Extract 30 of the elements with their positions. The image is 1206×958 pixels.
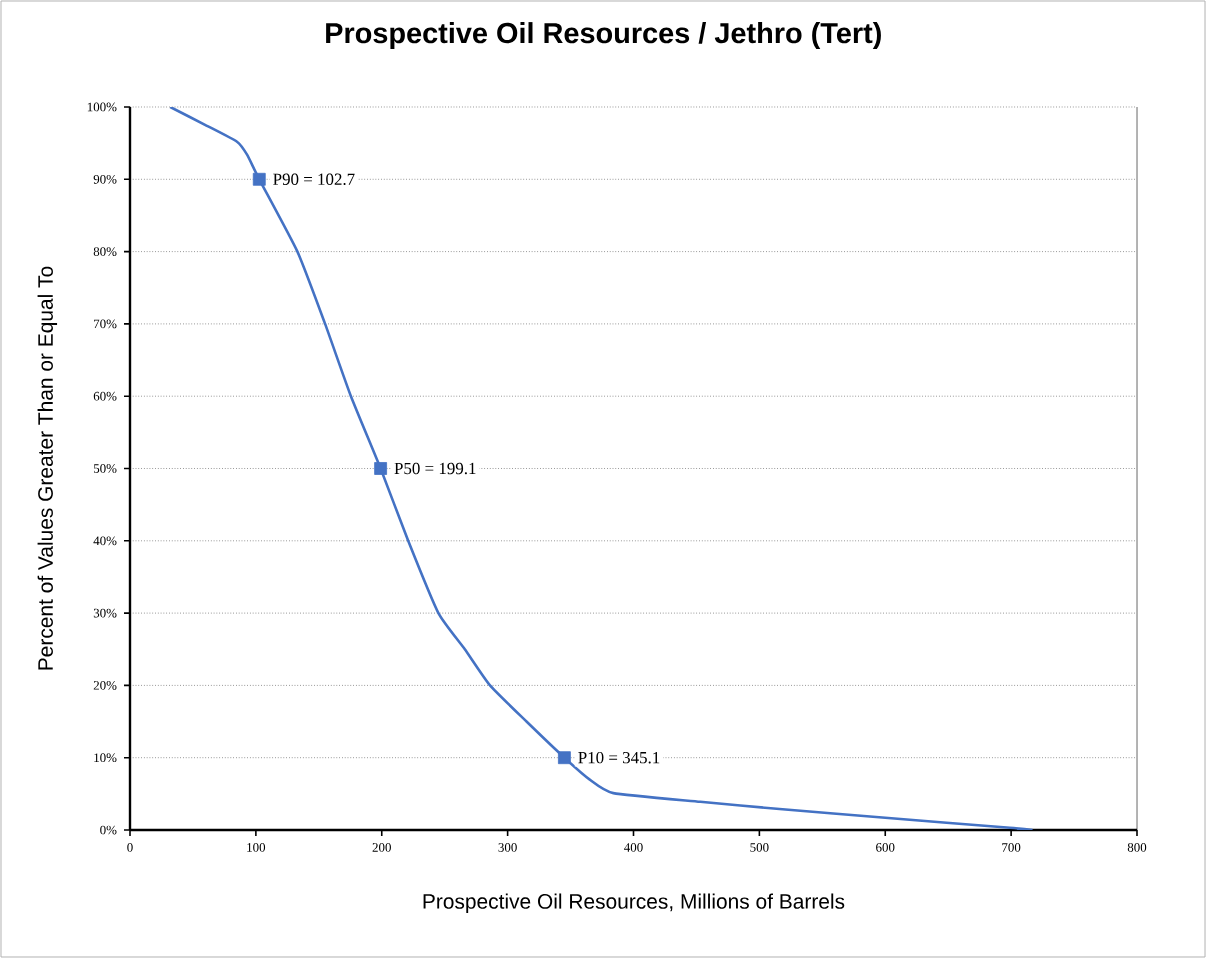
point [558,751,571,765]
y-tick-label: 10% [94,753,117,763]
y-tick-label: 60% [93,391,117,401]
x-tick-label: 200 [372,843,391,852]
y-tick-label: 40% [93,536,117,546]
annotation: P10 = 345.1 [578,751,660,764]
x-tick-label: 600 [876,843,895,852]
point [374,462,388,475]
y-tick-label: 100% [87,102,117,112]
y-tick-label: 0% [100,825,117,835]
x-tick-label: 100 [247,843,266,852]
y-tick-label: 90% [93,174,117,184]
x-axis-title: Prospective Oil Resources, Millions of Barrels [423,893,845,913]
x-tick-label: 300 [498,843,517,852]
y-tick-label: 80% [93,247,117,256]
y-tick-label: 30% [93,608,117,618]
y-tick-label: 50% [93,464,117,473]
x-tick-label: 500 [750,843,769,852]
y-tick-label: 20% [93,681,117,690]
x-tick-label: 0 [127,843,133,852]
chart-title: Prospective Oil Resources / Jethro (Tert) [326,22,881,50]
y-axis-title: Percent of Values Greater Than or Equal To [37,266,58,670]
annotation: P50 = 199.1 [394,462,476,475]
y-tick-label: 70% [94,319,117,329]
x-tick-label: 800 [1127,843,1147,852]
x-tick-label: 400 [624,843,643,852]
point [252,172,266,186]
line-series [168,106,1034,830]
annotation: P90 = 102.7 [273,173,355,186]
x-tick-label: 700 [1002,843,1021,852]
